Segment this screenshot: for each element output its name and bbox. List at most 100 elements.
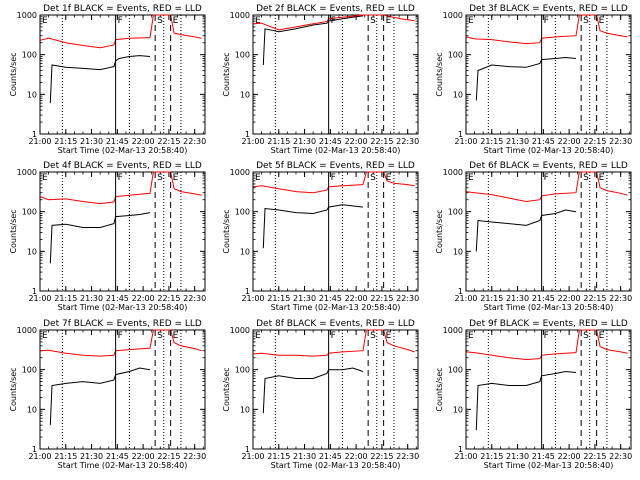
marker-label: E [468, 173, 474, 183]
x-tick-label: 21:30 [80, 294, 103, 303]
marker-label: S [583, 16, 589, 26]
x-tick-label: 22:00 [558, 294, 581, 303]
panel-det-2: Det 2f BLACK = Events, RED = LLD 1 10 100 10… [222, 4, 419, 155]
y-tick-label: 10 [453, 90, 463, 99]
x-tick-label: 22:00 [132, 137, 155, 146]
x-tick-label: 21:00 [28, 137, 51, 146]
marker-label: S [370, 331, 376, 341]
series-line-black [49, 55, 151, 104]
x-tick-label: 21:30 [293, 137, 316, 146]
y-tick-label: 10 [27, 247, 37, 256]
x-tick-label: 21:00 [241, 452, 264, 461]
y-tick-label: 100 [235, 208, 250, 217]
y-axis-label: Counts/sec [9, 209, 18, 253]
x-tick-label: 21:15 [480, 294, 503, 303]
x-tick-label: 21:15 [480, 452, 503, 461]
marker-label: S [583, 331, 589, 341]
x-tick-label: 21:30 [80, 452, 103, 461]
panel-title: Det 5f BLACK = Events, RED = LLD [256, 161, 415, 171]
x-axis-label: Start Time (02-Mar-13 20:58:40) [484, 146, 614, 155]
series-line-red [39, 329, 202, 357]
y-tick-label: 1 [245, 130, 250, 139]
x-tick-label: 22:30 [396, 294, 419, 303]
series-line-black [262, 367, 364, 414]
marker-label: F [118, 331, 123, 341]
x-tick-label: 21:30 [506, 452, 529, 461]
x-tick-label: 22:00 [132, 294, 155, 303]
x-tick-label: 21:15 [54, 137, 77, 146]
marker-label: E [173, 173, 179, 183]
panel-title: Det 8f BLACK = Events, RED = LLD [256, 319, 415, 329]
y-axis-label: Counts/sec [435, 52, 444, 96]
panel-title: Det 7f BLACK = Events, RED = LLD [43, 319, 202, 329]
x-tick-label: 22:15 [370, 294, 393, 303]
x-axis-label: Start Time (02-Mar-13 20:58:40) [484, 303, 614, 312]
y-tick-label: 100 [22, 51, 37, 60]
y-tick-label: 100 [448, 208, 463, 217]
marker-label: F [544, 331, 549, 341]
x-axis-label: Start Time (02-Mar-13 20:58:40) [271, 303, 401, 312]
x-tick-label: 22:30 [183, 452, 206, 461]
panel-det-5: Det 5f BLACK = Events, RED = LLD 1 10 100 10… [222, 161, 419, 312]
x-tick-label: 21:45 [319, 452, 342, 461]
y-axis-label: Counts/sec [222, 52, 231, 96]
y-tick-label: 1 [458, 130, 463, 139]
x-tick-label: 21:45 [319, 294, 342, 303]
x-tick-label: 22:00 [345, 452, 368, 461]
x-tick-label: 22:15 [157, 452, 180, 461]
y-axis-label: Counts/sec [222, 209, 231, 253]
y-tick-label: 10 [240, 90, 250, 99]
y-tick-label: 1000 [443, 168, 463, 177]
panel-det-3: Det 3f BLACK = Events, RED = LLD 1 10 100 10… [435, 4, 632, 155]
y-tick-label: 1000 [17, 11, 37, 20]
y-axis-label: Counts/sec [435, 367, 444, 411]
x-tick-label: 22:15 [370, 137, 393, 146]
y-axis-label: Counts/sec [222, 367, 231, 411]
y-tick-label: 1000 [443, 326, 463, 335]
x-tick-label: 21:45 [106, 452, 129, 461]
marker-label: E [255, 173, 261, 183]
marker-label: E [599, 16, 605, 26]
y-tick-label: 1 [32, 287, 37, 296]
x-tick-label: 22:30 [183, 294, 206, 303]
x-tick-label: 21:00 [28, 294, 51, 303]
y-tick-label: 100 [22, 366, 37, 375]
x-tick-label: 22:00 [558, 137, 581, 146]
panel-det-1: Det 1f BLACK = Events, RED = LLD 1 10 100 10… [9, 4, 206, 155]
x-tick-label: 21:00 [454, 452, 477, 461]
y-tick-label: 1 [245, 445, 250, 454]
panel-title: Det 6f BLACK = Events, RED = LLD [469, 161, 628, 171]
x-tick-label: 21:45 [532, 294, 555, 303]
series-line-black [49, 212, 151, 264]
x-tick-label: 21:00 [454, 294, 477, 303]
panel-title: Det 1f BLACK = Events, RED = LLD [43, 4, 202, 14]
x-tick-label: 22:30 [609, 452, 632, 461]
x-tick-label: 21:45 [532, 137, 555, 146]
x-tick-label: 22:30 [609, 137, 632, 146]
series-line-black [262, 15, 364, 66]
y-tick-label: 1 [245, 287, 250, 296]
x-tick-label: 21:00 [241, 137, 264, 146]
x-tick-label: 22:15 [157, 294, 180, 303]
series-line-red [252, 14, 415, 31]
marker-label: S [157, 16, 163, 26]
marker-label: F [331, 173, 336, 183]
y-tick-label: 100 [22, 208, 37, 217]
series-line-red [252, 171, 415, 194]
marker-label: E [386, 173, 392, 183]
x-axis-label: Start Time (02-Mar-13 20:58:40) [271, 461, 401, 470]
x-tick-label: 21:30 [506, 137, 529, 146]
series-line-red [465, 171, 628, 203]
x-tick-label: 22:15 [157, 137, 180, 146]
marker-label: E [42, 331, 48, 341]
marker-label: E [386, 331, 392, 341]
marker-label: F [118, 16, 123, 26]
x-tick-label: 21:15 [54, 294, 77, 303]
x-tick-label: 21:30 [293, 294, 316, 303]
x-tick-label: 21:45 [106, 137, 129, 146]
x-tick-label: 22:00 [132, 452, 155, 461]
x-axis-label: Start Time (02-Mar-13 20:58:40) [58, 461, 188, 470]
x-tick-label: 21:15 [267, 137, 290, 146]
series-line-black [475, 370, 577, 431]
